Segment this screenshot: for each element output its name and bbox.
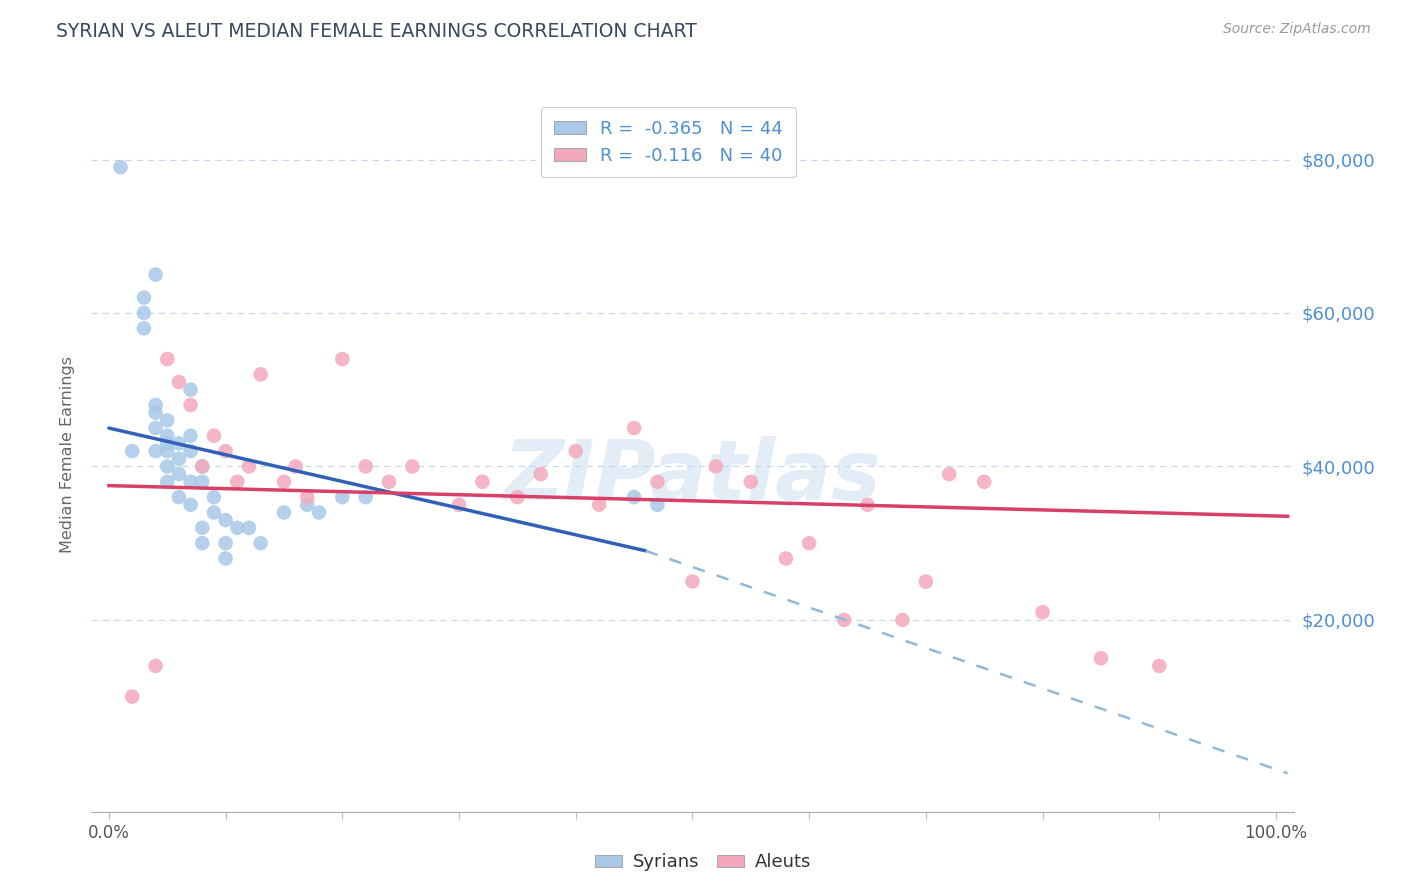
Point [191,459,214,474]
Point [132,306,155,320]
Point [180,475,202,489]
Point [564,444,586,458]
Point [249,536,271,550]
Point [588,498,610,512]
Point [308,506,330,520]
Text: SYRIAN VS ALEUT MEDIAN FEMALE EARNINGS CORRELATION CHART: SYRIAN VS ALEUT MEDIAN FEMALE EARNINGS C… [56,22,697,41]
Point [180,398,202,412]
Point [191,521,214,535]
Point [354,459,377,474]
Point [330,351,353,366]
Point [1032,605,1054,619]
Point [145,421,167,435]
Point [180,428,202,442]
Point [180,383,202,397]
Point [202,506,225,520]
Point [471,475,494,489]
Point [973,475,995,489]
Point [191,475,214,489]
Point [156,351,179,366]
Point [530,467,553,482]
Legend: R =  -0.365   N = 44, R =  -0.116   N = 40: R = -0.365 N = 44, R = -0.116 N = 40 [541,107,796,178]
Point [167,490,190,504]
Point [354,490,377,504]
Point [110,160,132,174]
Point [447,498,470,512]
Point [156,413,179,427]
Point [704,459,727,474]
Point [145,398,167,412]
Point [623,490,645,504]
Point [156,444,179,458]
Point [284,459,307,474]
Point [167,451,190,466]
Legend: Syrians, Aleuts: Syrians, Aleuts [588,847,818,879]
Point [156,459,179,474]
Point [214,513,236,527]
Point [938,467,960,482]
Point [156,436,179,450]
Point [132,321,155,335]
Point [180,444,202,458]
Point [191,459,214,474]
Point [682,574,704,589]
Point [132,291,155,305]
Point [273,475,295,489]
Point [856,498,879,512]
Point [1090,651,1112,665]
Point [202,428,225,442]
Point [145,444,167,458]
Point [226,475,249,489]
Point [330,490,353,504]
Point [647,475,669,489]
Point [799,536,821,550]
Point [156,475,179,489]
Point [156,428,179,442]
Point [167,436,190,450]
Point [145,659,167,673]
Point [249,368,271,382]
Point [180,498,202,512]
Point [191,536,214,550]
Y-axis label: Median Female Earnings: Median Female Earnings [60,357,76,553]
Point [121,690,143,704]
Point [297,498,319,512]
Point [401,459,423,474]
Point [238,521,260,535]
Point [647,498,669,512]
Point [167,467,190,482]
Point [202,490,225,504]
Point [623,421,645,435]
Point [121,444,143,458]
Point [891,613,914,627]
Point [167,375,190,389]
Point [273,506,295,520]
Point [378,475,401,489]
Point [145,406,167,420]
Point [238,459,260,474]
Point [832,613,855,627]
Point [1149,659,1171,673]
Point [214,551,236,566]
Point [297,490,319,504]
Point [915,574,938,589]
Point [506,490,529,504]
Text: ZIPatlas: ZIPatlas [503,436,882,516]
Point [145,268,167,282]
Point [740,475,762,489]
Text: Source: ZipAtlas.com: Source: ZipAtlas.com [1223,22,1371,37]
Point [775,551,797,566]
Point [214,444,236,458]
Point [214,536,236,550]
Point [226,521,249,535]
